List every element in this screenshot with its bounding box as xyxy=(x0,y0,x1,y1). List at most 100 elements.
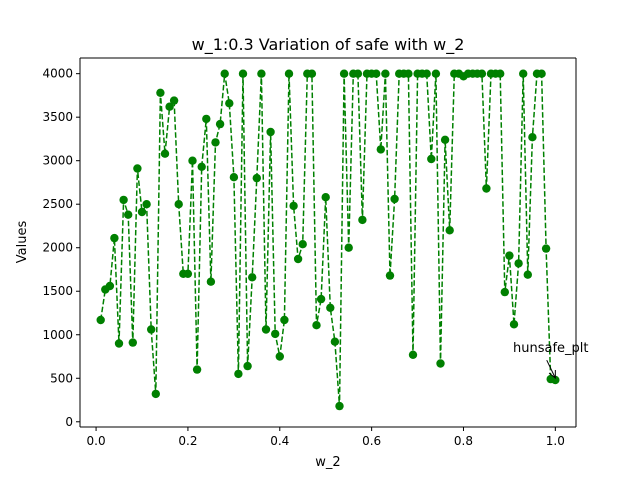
data-point xyxy=(422,69,431,78)
y-tick-label: 1500 xyxy=(42,284,73,298)
annotation-arrow xyxy=(546,359,556,379)
data-point xyxy=(500,287,509,297)
data-point xyxy=(243,361,252,371)
data-point xyxy=(211,138,220,147)
data-point xyxy=(344,243,353,252)
data-point xyxy=(482,184,491,193)
data-point xyxy=(188,156,197,165)
data-point xyxy=(151,389,160,399)
x-tick-label: 0.6 xyxy=(362,434,381,448)
data-point xyxy=(496,69,505,78)
data-point xyxy=(215,119,225,129)
data-point xyxy=(358,215,367,225)
data-point xyxy=(271,329,280,339)
y-axis-label: Values xyxy=(15,221,30,264)
data-point xyxy=(514,259,523,268)
data-point xyxy=(220,69,229,78)
y-tick-label: 2500 xyxy=(42,197,73,211)
annotation-arrowhead xyxy=(548,370,556,380)
plot-area: 0.0 0.2 0.4 0.6 0.8 1.0 0 500 1000 1500 2000 2500 30… xyxy=(42,57,589,448)
data-point xyxy=(238,69,248,78)
annotation-label: hunsafe_plt xyxy=(513,341,589,356)
data-point xyxy=(206,277,216,286)
chart-title: w_1:0.3 Variation of safe with w_2 xyxy=(192,35,465,55)
data-point xyxy=(183,269,193,278)
y-tick-label: 1000 xyxy=(42,328,73,342)
data-point xyxy=(541,244,551,253)
data-point xyxy=(523,270,532,279)
x-tick-label: 0.8 xyxy=(454,434,473,448)
data-point xyxy=(353,69,363,78)
data-point xyxy=(192,365,202,374)
data-point xyxy=(169,96,179,105)
data-point xyxy=(124,210,133,219)
data-point xyxy=(266,127,275,137)
x-tick-label: 1.0 xyxy=(546,434,565,448)
data-point xyxy=(316,294,326,304)
data-point xyxy=(202,114,211,124)
x-tick-label: 0.0 xyxy=(87,434,106,448)
data-point xyxy=(110,233,119,243)
data-point xyxy=(335,401,344,411)
data-point xyxy=(372,69,381,78)
data-point xyxy=(431,69,441,78)
data-point xyxy=(326,303,335,312)
data-point xyxy=(436,359,445,368)
data-point xyxy=(477,69,487,78)
data-point xyxy=(321,193,330,202)
data-point xyxy=(404,69,413,78)
data-point xyxy=(376,145,385,154)
x-tick-label: 0.4 xyxy=(270,434,289,448)
data-point xyxy=(427,154,436,164)
data-point xyxy=(160,149,170,158)
data-point xyxy=(280,315,289,325)
y-tick-label: 3500 xyxy=(42,110,73,124)
data-point xyxy=(298,240,307,249)
data-point xyxy=(505,251,514,260)
data-point xyxy=(156,88,165,98)
y-tick-label: 3000 xyxy=(42,154,73,168)
data-point xyxy=(137,207,147,217)
data-point xyxy=(261,325,271,334)
data-point xyxy=(234,369,243,379)
data-point xyxy=(284,69,294,78)
data-point xyxy=(257,69,266,78)
y-tick-label: 0 xyxy=(65,415,73,429)
data-point xyxy=(147,325,156,334)
data-point xyxy=(385,271,395,280)
data-point xyxy=(390,194,399,204)
data-point xyxy=(96,315,105,325)
data-point xyxy=(248,273,257,282)
data-point xyxy=(119,195,128,205)
data-point xyxy=(165,102,174,111)
data-point xyxy=(105,281,115,291)
data-point xyxy=(330,337,340,346)
data-point xyxy=(293,254,303,264)
data-point xyxy=(252,173,261,183)
data-point xyxy=(528,133,537,142)
data-point xyxy=(307,69,317,78)
data-point xyxy=(312,321,321,330)
data-point xyxy=(225,99,234,108)
data-point xyxy=(339,69,349,78)
data-point xyxy=(133,164,142,173)
data-point xyxy=(519,69,528,78)
data-point xyxy=(197,162,206,171)
data-point xyxy=(509,320,519,329)
data-point xyxy=(275,352,284,361)
x-tick-label: 0.2 xyxy=(178,434,197,448)
data-point xyxy=(408,350,418,359)
y-tick-label: 2000 xyxy=(42,241,73,255)
data-point xyxy=(174,200,183,209)
data-point xyxy=(114,339,124,348)
data-point xyxy=(440,135,450,144)
y-tick-label: 4000 xyxy=(42,67,73,81)
data-point xyxy=(445,226,454,235)
data-point xyxy=(142,200,151,209)
data-point xyxy=(537,69,546,78)
data-point xyxy=(551,375,560,385)
data-point xyxy=(128,338,137,347)
data-point xyxy=(381,69,390,78)
